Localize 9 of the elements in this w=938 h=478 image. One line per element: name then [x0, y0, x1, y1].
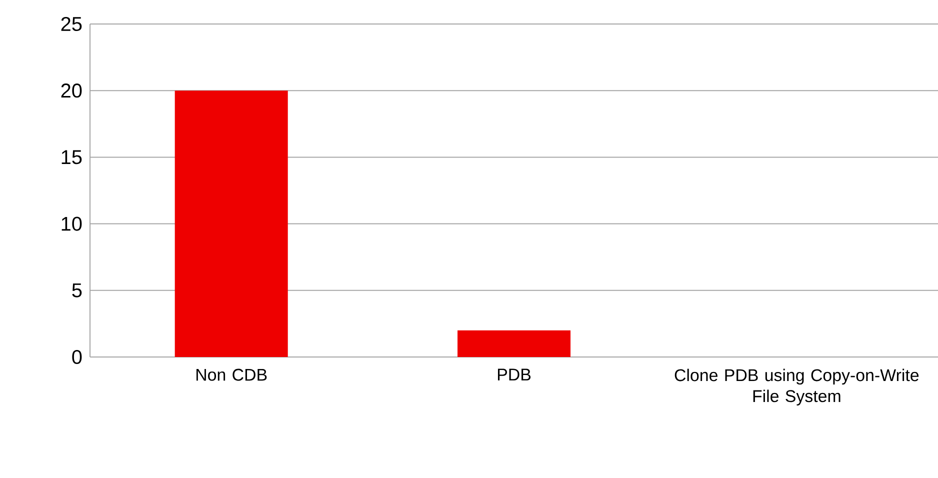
- y-tick-label: 20: [61, 84, 82, 98]
- y-tick-label: 25: [61, 16, 82, 32]
- y-tick-label: 0: [72, 350, 82, 364]
- x-tick-label: PDB: [498, 368, 531, 380]
- y-tick-label: 15: [62, 150, 82, 164]
- x-tick-label: Clone PDB using Copy-on-Write File System: [674, 368, 919, 406]
- y-tick-label: 10: [62, 216, 82, 231]
- y-tick-label: 5: [72, 283, 82, 298]
- x-tick-label: Non CDB: [196, 368, 267, 381]
